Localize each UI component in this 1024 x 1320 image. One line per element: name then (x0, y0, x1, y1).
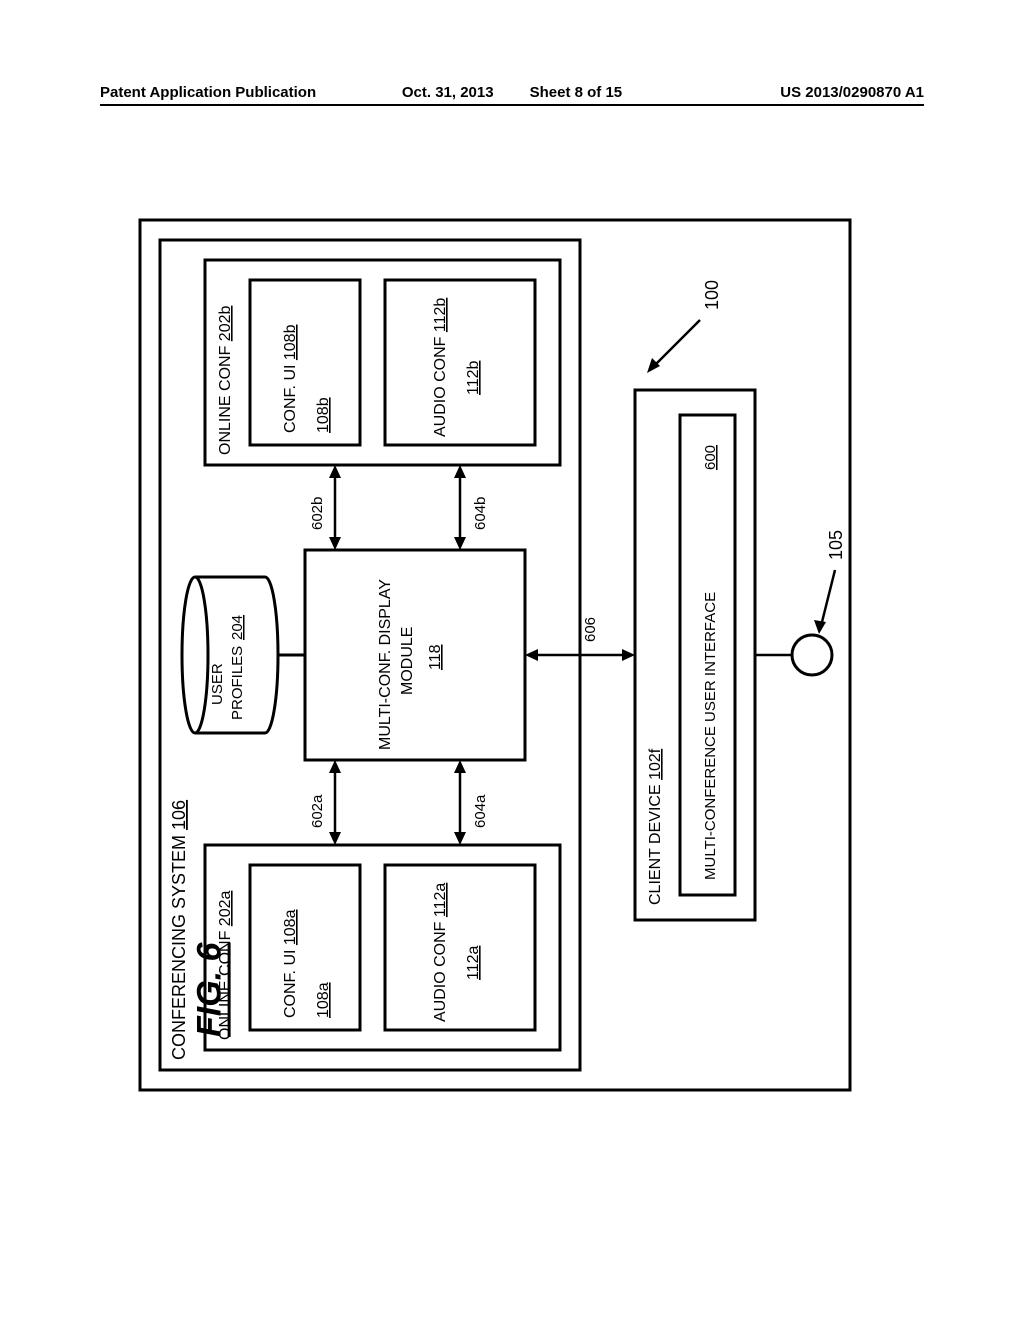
svg-text:MULTI-CONF. DISPLAY: MULTI-CONF. DISPLAY (377, 579, 394, 750)
svg-text:602b: 602b (309, 497, 326, 530)
svg-text:PROFILES: PROFILES (229, 646, 246, 720)
svg-text:604b: 604b (472, 497, 489, 530)
svg-text:606: 606 (582, 617, 599, 642)
svg-text:AUDIO CONF 112b: AUDIO CONF 112b (432, 298, 449, 437)
svg-text:105: 105 (826, 530, 846, 560)
svg-text:USER: USER (209, 663, 226, 705)
svg-text:604a: 604a (472, 794, 489, 828)
svg-text:112a: 112a (465, 945, 482, 980)
svg-text:MODULE: MODULE (399, 627, 416, 695)
svg-text:MULTI-CONFERENCE USER INTERFAC: MULTI-CONFERENCE USER INTERFACE (702, 592, 719, 880)
svg-text:602a: 602a (309, 794, 326, 828)
svg-text:AUDIO CONF 112a: AUDIO CONF 112a (432, 883, 449, 1022)
diagram-svg-main: CONFERENCING SYSTEM 106 ONLINE CONF 202a… (0, 0, 1024, 1320)
svg-text:112b: 112b (465, 360, 482, 395)
svg-text:204: 204 (229, 615, 246, 640)
svg-text:118: 118 (427, 644, 444, 670)
svg-text:CONF. UI 108b: CONF. UI 108b (282, 324, 299, 433)
svg-text:CONF. UI 108a: CONF. UI 108a (282, 909, 299, 1018)
svg-text:108a: 108a (315, 982, 332, 1018)
svg-text:600: 600 (702, 445, 719, 470)
page: Patent Application Publication Oct. 31, … (0, 0, 1024, 1320)
svg-text:108b: 108b (315, 397, 332, 433)
figure-label: FIG. 6 (190, 900, 230, 1080)
svg-text:ONLINE CONF 202b: ONLINE CONF 202b (217, 306, 234, 455)
svg-text:CONFERENCING SYSTEM 106: CONFERENCING SYSTEM 106 (169, 800, 189, 1060)
svg-text:CLIENT DEVICE 102f: CLIENT DEVICE 102f (647, 748, 664, 905)
svg-text:100: 100 (702, 280, 722, 310)
